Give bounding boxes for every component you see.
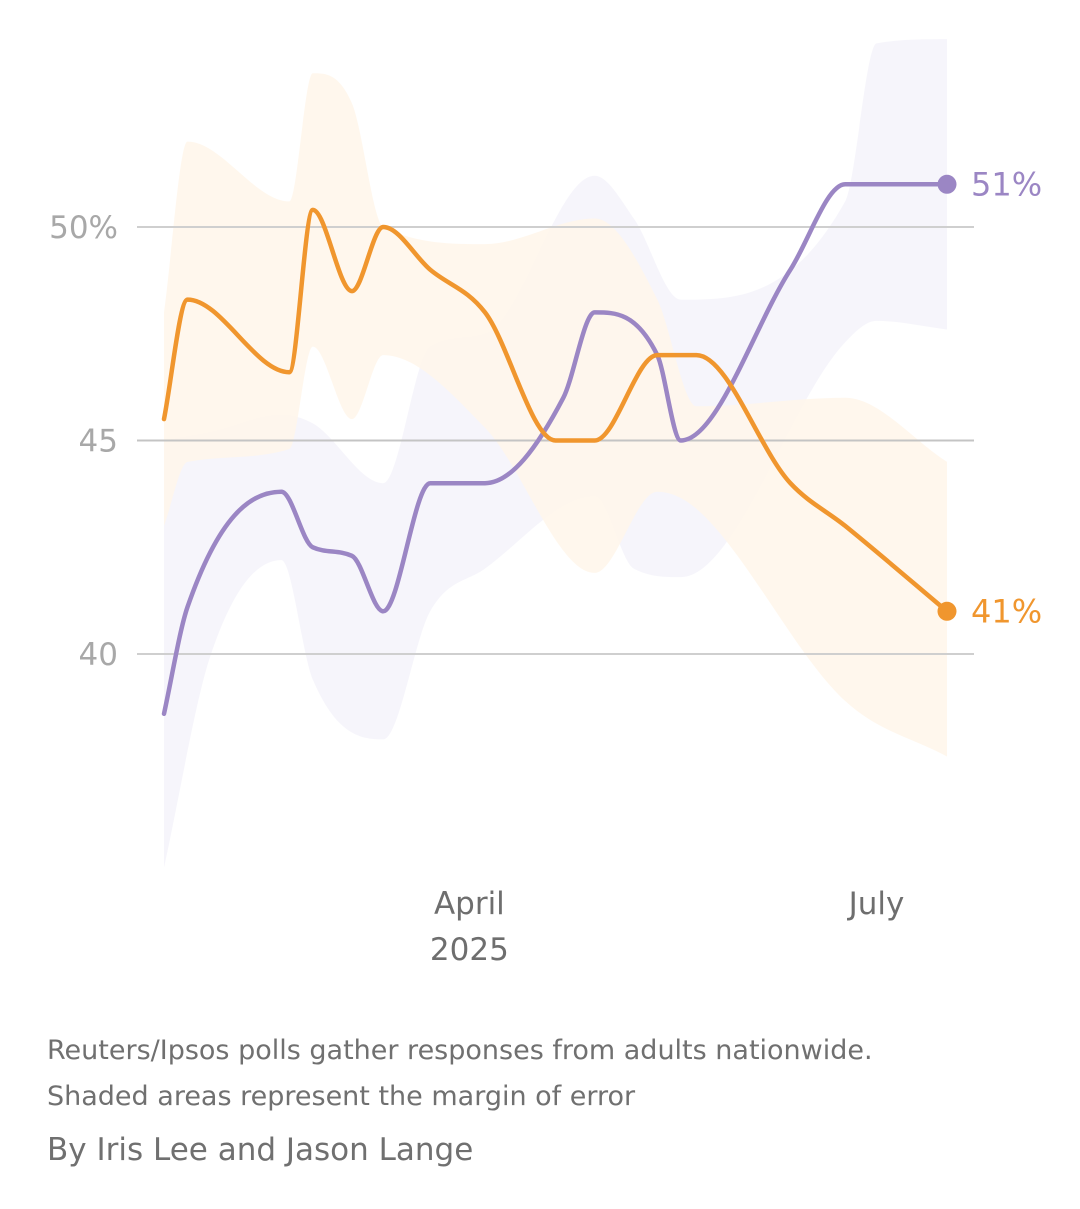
series-endpoints: 51% 41% (937, 165, 1042, 630)
x-tick-label: July (847, 886, 905, 922)
series-end-dot-1 (937, 601, 957, 621)
series-end-label-0: 51% (971, 165, 1042, 203)
x-tick-label: 2025 (430, 932, 509, 968)
y-tick-label: 45 (79, 424, 118, 460)
note-line-1: Reuters/Ipsos polls gather responses fro… (47, 1035, 873, 1066)
chart-notes: Reuters/Ipsos polls gather responses fro… (47, 1028, 1057, 1120)
note-line-2: Shaded areas represent the margin of err… (47, 1081, 636, 1112)
margin-of-error-bands (164, 39, 947, 868)
chart-area: 50% 45 40 April 2025 July 51% 41% (49, 39, 1042, 968)
x-tick-label: April (434, 886, 505, 922)
byline: By Iris Lee and Jason Lange (47, 1132, 474, 1168)
series-end-label-1: 41% (971, 592, 1042, 630)
y-tick-label: 50% (49, 210, 118, 246)
x-axis-ticks: April 2025 July (430, 886, 904, 968)
y-axis-ticks: 50% 45 40 (49, 210, 118, 673)
y-tick-label: 40 (79, 637, 118, 673)
series-lines (161, 182, 950, 717)
line-chart: 50% 45 40 April 2025 July 51% 41% (49, 39, 1042, 968)
series-line-1 (161, 207, 950, 614)
series-line-0 (161, 182, 950, 717)
series-end-dot-0 (937, 174, 957, 194)
